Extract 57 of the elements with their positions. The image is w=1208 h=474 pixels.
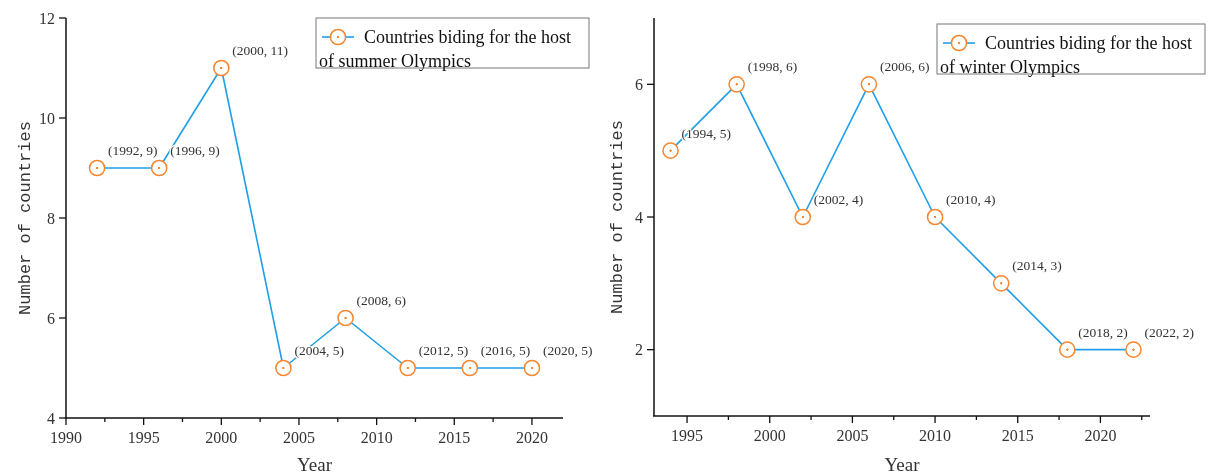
data-label: (1996, 9) (170, 143, 220, 158)
data-label: (1998, 6) (747, 59, 798, 75)
point (992, 275, 1010, 292)
point (1125, 341, 1142, 358)
data-label: (2000, 11) (232, 43, 289, 58)
y-axis-title: Number of countries (15, 121, 35, 315)
x-tick-label: 2015 (438, 429, 471, 446)
data-label: (2020, 5) (542, 343, 593, 358)
y-tick-label: 8 (47, 209, 55, 227)
point (662, 142, 679, 159)
legend-label: Countries biding for the host of summer Olympics (319, 27, 571, 71)
data-label: (2010, 4) (946, 192, 996, 207)
point (728, 76, 745, 93)
data-label: (2014, 3) (1012, 258, 1062, 274)
y-tick-label: 4 (47, 409, 55, 427)
y-tick-label: 6 (47, 309, 55, 327)
point (1059, 341, 1076, 358)
y-tick-label: 12 (39, 9, 55, 27)
data-label: (2012, 5) (418, 343, 469, 358)
point (461, 359, 479, 377)
point (88, 159, 106, 177)
data-label: (1992, 9) (108, 143, 158, 158)
x-tick-label: 2005 (282, 429, 315, 446)
data-label: (2002, 4) (813, 192, 864, 207)
point (337, 309, 354, 327)
y-tick-label: 2 (635, 341, 643, 359)
x-tick-label: 2000 (205, 429, 238, 446)
x-axis-title: Year (884, 454, 921, 474)
y-tick-label: 10 (39, 109, 55, 127)
data-label: (2006, 6) (879, 59, 930, 75)
y-tick-label: 6 (635, 75, 643, 93)
data-label: (2022, 2) (1144, 324, 1194, 340)
x-axis-title: Year (296, 454, 333, 474)
legend-label: Countries biding for the host of winter Olympics (940, 33, 1192, 77)
y-tick-label: 4 (635, 208, 643, 226)
x-tick-label: 2015 (1001, 427, 1034, 444)
point (150, 159, 168, 177)
x-tick-label: 1990 (50, 429, 82, 446)
data-label: (2008, 6) (356, 293, 407, 308)
x-tick-label: 2010 (919, 427, 952, 444)
y-axis-title: Number of countries (607, 120, 627, 314)
x-tick-label: 2005 (836, 427, 869, 444)
x-tick-label: 2020 (1084, 427, 1117, 444)
point (523, 359, 541, 377)
x-tick-label: 1995 (671, 427, 704, 444)
x-tick-label: 1995 (127, 429, 160, 446)
point (399, 359, 417, 377)
point (926, 208, 944, 226)
point (212, 59, 230, 77)
data-label: (2016, 5) (480, 343, 531, 358)
point (860, 76, 878, 93)
point (794, 208, 812, 226)
point (275, 359, 292, 377)
x-tick-label: 2020 (515, 429, 548, 446)
x-tick-label: 2010 (360, 429, 393, 446)
data-label: (2018, 2) (1078, 324, 1128, 340)
x-tick-label: 2000 (753, 427, 786, 444)
